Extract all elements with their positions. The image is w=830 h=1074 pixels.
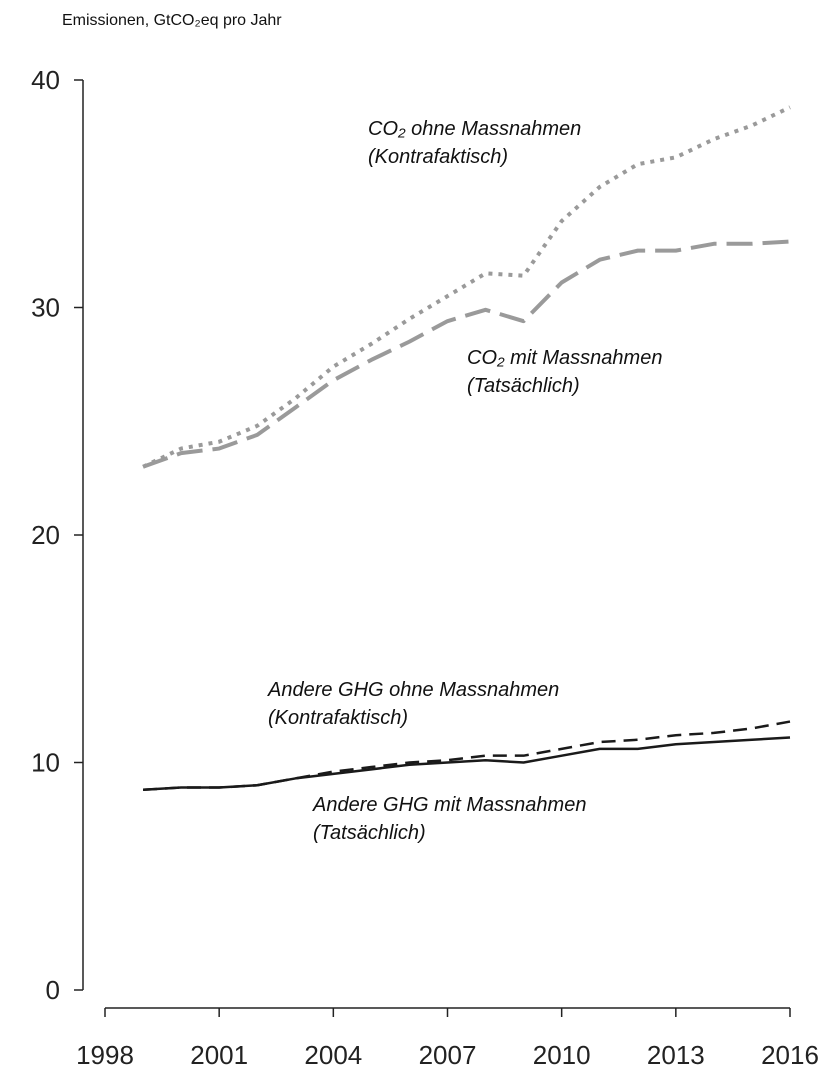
series-label: Andere GHG mit Massnahmen (Tatsächlich) xyxy=(313,794,587,844)
x-tick-label: 2013 xyxy=(647,1040,705,1070)
y-tick-label: 0 xyxy=(46,975,60,1005)
series-label: CO₂ mit Massnahmen (Tatsächlich) xyxy=(467,347,663,397)
y-tick-label: 30 xyxy=(31,293,60,323)
x-tick-label: 1998 xyxy=(76,1040,134,1070)
y-tick-label: 20 xyxy=(31,520,60,550)
y-tick-label: 10 xyxy=(31,748,60,778)
x-tick-label: 2004 xyxy=(304,1040,362,1070)
series-line xyxy=(142,736,791,792)
series-line xyxy=(142,105,791,469)
series-line xyxy=(142,239,791,469)
x-tick-label: 2007 xyxy=(419,1040,477,1070)
x-tick-label: 2010 xyxy=(533,1040,591,1070)
series-label: Andere GHG ohne Massnahmen (Kontrafaktis… xyxy=(268,679,560,729)
y-tick-label: 40 xyxy=(31,65,60,95)
series-label: CO₂ ohne Massnahmen (Kontrafaktisch) xyxy=(368,118,582,168)
x-tick-label: 2016 xyxy=(761,1040,819,1070)
y-axis-title: Emissionen, GtCO₂eq pro Jahr xyxy=(62,12,282,29)
x-tick-label: 2001 xyxy=(190,1040,248,1070)
